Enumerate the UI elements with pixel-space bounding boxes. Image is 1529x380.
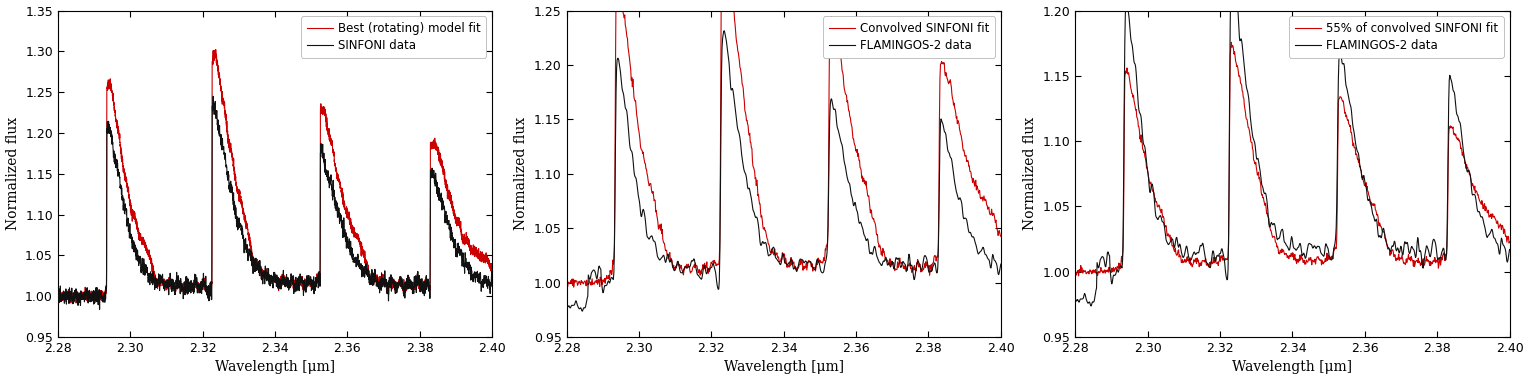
Legend: Convolved SINFONI fit, FLAMINGOS-2 data: Convolved SINFONI fit, FLAMINGOS-2 data — [823, 16, 995, 58]
Best (rotating) model fit — [206, 47, 225, 52]
Line: Best (rotating) model fit: Best (rotating) model fit — [58, 49, 492, 303]
Convolved SINFONI fit — [558, 283, 576, 287]
Best (rotating) model fit — [255, 271, 274, 276]
FLAMINGOS-2 data — [933, 118, 951, 123]
FLAMINGOS-2 data — [558, 302, 576, 307]
FLAMINGOS-2 data — [573, 309, 592, 314]
SINFONI data — [231, 223, 249, 228]
SINFONI data — [469, 275, 488, 280]
FLAMINGOS-2 data — [1066, 296, 1084, 301]
FLAMINGOS-2 data — [1442, 75, 1460, 79]
Line: SINFONI data: SINFONI data — [58, 97, 492, 309]
Convolved SINFONI fit — [564, 285, 583, 290]
FLAMINGOS-2 data — [835, 160, 853, 165]
X-axis label: Wavelength [μm]: Wavelength [μm] — [216, 361, 335, 374]
Best (rotating) model fit — [235, 211, 254, 215]
55% of convolved SINFONI fit — [1222, 40, 1240, 44]
Legend: 55% of convolved SINFONI fit, FLAMINGOS-2 data: 55% of convolved SINFONI fit, FLAMINGOS-… — [1289, 16, 1503, 58]
Convolved SINFONI fit — [810, 259, 829, 263]
Best (rotating) model fit — [231, 200, 249, 204]
Best (rotating) model fit — [469, 256, 488, 260]
55% of convolved SINFONI fit — [1396, 261, 1414, 265]
FLAMINGOS-2 data — [1500, 247, 1518, 252]
X-axis label: Wavelength [μm]: Wavelength [μm] — [723, 361, 844, 374]
SINFONI data — [90, 307, 109, 312]
Y-axis label: Normalized flux: Normalized flux — [1023, 117, 1037, 230]
SINFONI data — [364, 275, 382, 279]
FLAMINGOS-2 data — [716, 28, 734, 33]
Best (rotating) model fit — [364, 275, 382, 280]
Line: FLAMINGOS-2 data: FLAMINGOS-2 data — [567, 31, 1001, 311]
SINFONI data — [448, 241, 466, 246]
SINFONI data — [255, 271, 274, 276]
FLAMINGOS-2 data — [992, 262, 1011, 266]
55% of convolved SINFONI fit — [1066, 269, 1084, 274]
FLAMINGOS-2 data — [810, 264, 829, 268]
SINFONI data — [235, 244, 254, 249]
Y-axis label: Normalized flux: Normalized flux — [6, 117, 20, 230]
FLAMINGOS-2 data — [823, 97, 841, 101]
FLAMINGOS-2 data — [1093, 254, 1112, 259]
FLAMINGOS-2 data — [584, 268, 602, 272]
Line: FLAMINGOS-2 data: FLAMINGOS-2 data — [1075, 0, 1509, 306]
SINFONI data — [483, 281, 502, 286]
Best (rotating) model fit — [67, 301, 86, 305]
Convolved SINFONI fit — [933, 59, 951, 64]
FLAMINGOS-2 data — [1083, 304, 1101, 308]
55% of convolved SINFONI fit — [1442, 124, 1460, 128]
FLAMINGOS-2 data — [1330, 49, 1349, 54]
Best (rotating) model fit — [49, 293, 67, 298]
Convolved SINFONI fit — [835, 86, 853, 91]
Legend: Best (rotating) model fit, SINFONI data: Best (rotating) model fit, SINFONI data — [301, 16, 486, 58]
55% of convolved SINFONI fit — [1500, 240, 1518, 244]
Convolved SINFONI fit — [584, 281, 602, 285]
Convolved SINFONI fit — [992, 234, 1011, 239]
SINFONI data — [49, 285, 67, 290]
Convolved SINFONI fit — [888, 267, 907, 272]
55% of convolved SINFONI fit — [1330, 94, 1349, 99]
Line: Convolved SINFONI fit: Convolved SINFONI fit — [567, 0, 1001, 287]
Y-axis label: Normalized flux: Normalized flux — [514, 117, 529, 230]
FLAMINGOS-2 data — [888, 257, 907, 261]
FLAMINGOS-2 data — [1396, 241, 1414, 246]
55% of convolved SINFONI fit — [1069, 274, 1087, 278]
55% of convolved SINFONI fit — [1093, 269, 1112, 273]
Best (rotating) model fit — [483, 273, 502, 277]
FLAMINGOS-2 data — [1344, 125, 1362, 130]
55% of convolved SINFONI fit — [1320, 257, 1338, 261]
X-axis label: Wavelength [μm]: Wavelength [μm] — [1232, 361, 1353, 374]
Best (rotating) model fit — [448, 217, 466, 221]
SINFONI data — [203, 94, 222, 99]
FLAMINGOS-2 data — [1320, 249, 1338, 254]
Line: 55% of convolved SINFONI fit: 55% of convolved SINFONI fit — [1075, 42, 1509, 276]
Convolved SINFONI fit — [823, 14, 841, 19]
55% of convolved SINFONI fit — [1344, 144, 1362, 148]
